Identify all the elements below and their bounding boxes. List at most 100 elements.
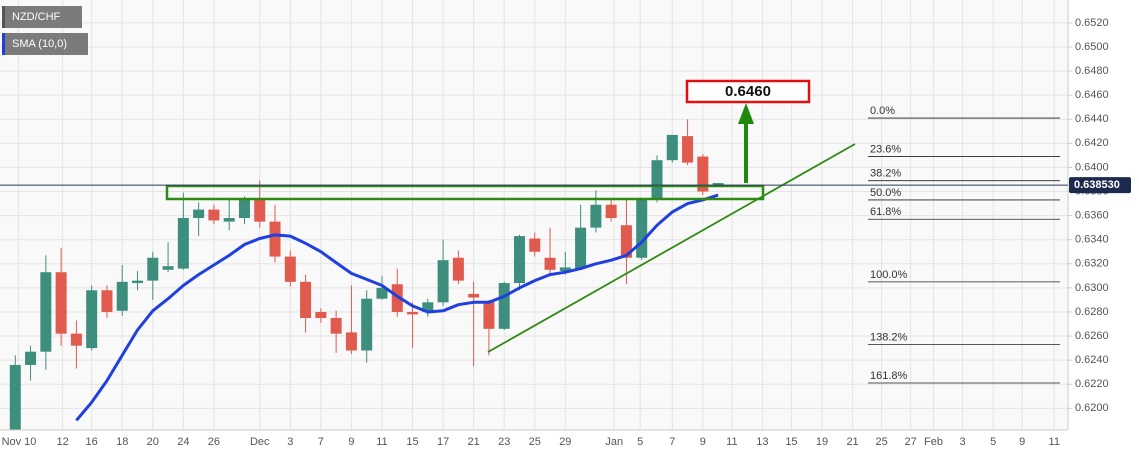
- fib-label: 0.0%: [870, 105, 895, 117]
- x-tick-label: Jan: [605, 436, 623, 448]
- candle-body: [575, 227, 587, 269]
- candle-body: [513, 236, 525, 284]
- y-tick-label: 0.6240: [1075, 354, 1109, 366]
- x-tick-label: 18: [116, 436, 128, 448]
- fib-label: 23.6%: [870, 143, 901, 155]
- symbol-box: [2, 6, 82, 28]
- x-tick-label: 7: [318, 436, 324, 448]
- x-tick-label: 11: [376, 436, 387, 448]
- candle-body: [284, 256, 296, 282]
- candle-body: [391, 284, 403, 312]
- candle-body: [407, 311, 419, 315]
- candle-body: [651, 160, 663, 200]
- grid: [0, 0, 1068, 430]
- x-tick-label: 3: [960, 436, 966, 448]
- candle-body: [437, 260, 449, 303]
- fib-label: 100.0%: [870, 269, 908, 281]
- x-tick-label: Feb: [924, 436, 943, 448]
- x-tick-label: 5: [637, 436, 643, 448]
- x-tick-label: 9: [1019, 436, 1025, 448]
- y-tick-label: 0.6520: [1075, 17, 1109, 29]
- fib-label: 161.8%: [870, 370, 908, 382]
- candle-body: [452, 257, 464, 281]
- candle-body: [544, 257, 556, 270]
- candle-body: [132, 280, 144, 284]
- x-tick-label: 7: [669, 436, 675, 448]
- x-tick-label: 23: [498, 436, 510, 448]
- x-tick-label: 3: [287, 436, 293, 448]
- candle-body: [223, 218, 235, 222]
- candle-body: [238, 199, 250, 219]
- y-tick-label: 0.6460: [1075, 89, 1109, 101]
- y-tick-label: 0.6300: [1075, 282, 1109, 294]
- candle-body: [376, 287, 388, 299]
- x-tick-label: 21: [846, 436, 858, 448]
- y-tick-label: 0.6360: [1075, 210, 1109, 222]
- candle-body: [712, 183, 724, 186]
- candle-body: [269, 221, 281, 257]
- x-tick-label: 15: [785, 436, 797, 448]
- fibonacci: 0.0% 23.6% 38.2% 50.0% 61.8% 100.0% 138.2% 161.…: [868, 105, 1060, 384]
- plot-background: [0, 0, 1068, 430]
- y-tick-label: 0.6220: [1075, 378, 1109, 390]
- candle-body: [682, 136, 694, 163]
- y-tick-label: 0.6200: [1075, 402, 1109, 414]
- x-tick-label: 26: [208, 436, 220, 448]
- y-tick-label: 0.6440: [1075, 113, 1109, 125]
- candle-body: [498, 283, 510, 329]
- candle-body: [330, 317, 342, 334]
- x-tick-label: 5: [990, 436, 996, 448]
- x-tick-label: 12: [57, 436, 69, 448]
- y-tick-label: 0.6260: [1075, 330, 1109, 342]
- candle-body: [300, 281, 312, 318]
- candle-body: [116, 281, 128, 311]
- candle-body: [559, 267, 571, 272]
- y-tick-label: 0.6340: [1075, 234, 1109, 246]
- sma-line: [75, 193, 719, 422]
- candles: [9, 119, 724, 430]
- candle-body: [193, 209, 205, 219]
- y-tick-label: 0.6420: [1075, 137, 1109, 149]
- x-tick-label: 9: [348, 436, 354, 448]
- candle-body: [666, 134, 678, 161]
- x-tick-label: 25: [875, 436, 887, 448]
- candle-body: [208, 209, 220, 221]
- x-tick-label: Dec: [250, 436, 270, 448]
- x-tick-label: Nov 10: [2, 436, 37, 448]
- trend-line: [487, 143, 856, 353]
- x-tick-label: 25: [529, 436, 541, 448]
- candle-body: [697, 156, 709, 192]
- x-tick-label: 17: [437, 436, 449, 448]
- candle-body: [25, 351, 37, 365]
- indicator-label: SMA (10,0): [12, 38, 67, 50]
- support-zone: [165, 184, 765, 201]
- candle-body: [483, 302, 495, 329]
- target-box: [685, 79, 811, 104]
- candle-body: [620, 225, 632, 258]
- x-tick-label: 15: [406, 436, 418, 448]
- candle-body: [315, 311, 327, 318]
- candle-body: [162, 266, 174, 270]
- symbol-label: NZD/CHF: [12, 11, 61, 23]
- candle-body: [254, 199, 266, 222]
- overlay: [75, 193, 719, 422]
- fib-label: 138.2%: [870, 331, 908, 343]
- x-tick-label: 9: [700, 436, 706, 448]
- x-tick-label: 29: [559, 436, 571, 448]
- y-tick-label: 0.6480: [1075, 65, 1109, 77]
- candle-body: [636, 199, 648, 258]
- candle-body: [422, 302, 434, 312]
- arrow-head: [738, 103, 754, 124]
- target-label: 0.6460: [725, 83, 771, 100]
- last-price-tag: [1069, 177, 1131, 194]
- candle-body: [590, 204, 602, 228]
- x-tick-label: 11: [726, 436, 737, 448]
- y-tick-label: 0.6320: [1075, 258, 1109, 270]
- x-tick-label: 19: [816, 436, 828, 448]
- x-tick-label: 20: [147, 436, 159, 448]
- fib-label: 50.0%: [870, 187, 901, 199]
- candle-body: [40, 272, 52, 352]
- fib-label: 38.2%: [870, 168, 901, 180]
- candle-body: [55, 272, 67, 334]
- x-tick-label: 21: [468, 436, 480, 448]
